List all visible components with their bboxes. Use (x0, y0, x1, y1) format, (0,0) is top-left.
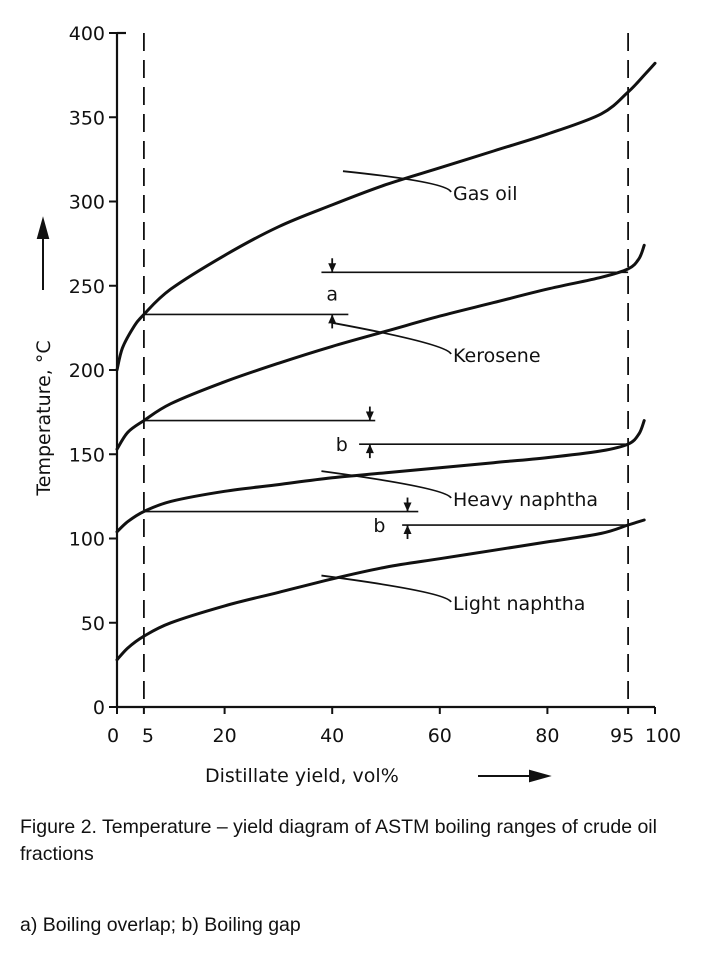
annotation-b: b (143, 406, 629, 459)
y-tick-label: 150 (69, 444, 105, 466)
y-tick-label: 50 (81, 613, 105, 635)
series-label-light-naphtha: Light naphtha (453, 593, 585, 615)
x-tick-label: 0 (107, 725, 119, 747)
y-axis-arrow-icon (36, 216, 50, 290)
x-tick-label: 40 (320, 725, 344, 747)
y-tick-label: 0 (93, 697, 105, 719)
tick-labels: 0 5 20 40 60 80 95 100 0 50 100 150 200 250 300 350 400 (69, 23, 681, 747)
annotation-label: b (373, 515, 385, 537)
series-curves (115, 61, 657, 662)
y-axis-label: Temperature, °C (33, 340, 55, 496)
series-label-gas-oil: Gas oil (453, 183, 518, 205)
series-leader-line (332, 321, 452, 355)
x-tick-label: 20 (213, 725, 237, 747)
series-labels: Gas oil Kerosene Heavy naphtha Light naphth… (321, 170, 598, 615)
y-tick-label: 200 (69, 360, 105, 382)
y-tick-label: 400 (69, 23, 105, 45)
y-tick-label: 350 (69, 107, 105, 129)
series-leader-line (321, 574, 452, 603)
annotation-arrowhead-icon (365, 411, 374, 421)
annotation-arrowhead-icon (403, 525, 412, 535)
curve-heavy-naphtha (115, 419, 646, 534)
y-tick-label: 100 (69, 529, 105, 551)
series-label-heavy-naphtha: Heavy naphtha (453, 489, 598, 511)
reference-lines (142, 33, 629, 707)
curve-kerosene (115, 243, 646, 451)
x-tick-label: 100 (645, 725, 681, 747)
curve-gas-oil (115, 61, 657, 372)
annotations: a b b (143, 258, 629, 540)
series-leader-line (342, 170, 452, 193)
annotation-a: a (143, 258, 629, 329)
x-tick-label: 80 (535, 725, 559, 747)
annotation-arrowhead-icon (328, 314, 337, 324)
annotation-arrowhead-icon (403, 502, 412, 512)
curve-light-naphtha (115, 518, 646, 662)
series-label-kerosene: Kerosene (453, 345, 541, 367)
annotation-label: a (326, 283, 338, 305)
x-tick-label: 60 (428, 725, 452, 747)
x-tick-label: 5 (142, 725, 154, 747)
annotation-label: b (336, 434, 348, 456)
x-axis-arrow-icon (478, 769, 552, 783)
figure-caption: Figure 2. Temperature – yield diagram of… (20, 816, 657, 865)
y-tick-label: 300 (69, 192, 105, 214)
x-tick-label: 95 (610, 725, 634, 747)
chart-area: 0 5 20 40 60 80 95 100050100150200250300350400 … (33, 23, 681, 787)
annotation-b: b (143, 497, 629, 540)
series-leader-line (321, 470, 452, 499)
tick-marks (109, 32, 656, 714)
annotation-arrowhead-icon (328, 263, 337, 273)
x-axis-label: Distillate yield, vol% (205, 765, 399, 787)
annotation-arrowhead-icon (365, 444, 374, 454)
figure-notes: a) Boiling overlap; b) Boiling gap (20, 914, 301, 936)
y-tick-label: 250 (69, 276, 105, 298)
